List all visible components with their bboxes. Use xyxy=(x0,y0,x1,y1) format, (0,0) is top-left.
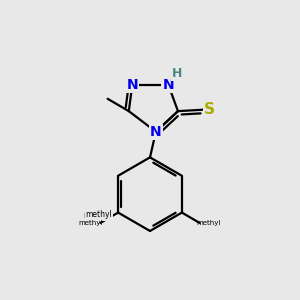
Text: N: N xyxy=(127,78,138,92)
Text: S: S xyxy=(204,102,215,117)
Text: methyl: methyl xyxy=(79,220,103,226)
Text: N: N xyxy=(150,125,162,139)
Text: methyl: methyl xyxy=(83,211,112,220)
Text: N: N xyxy=(162,78,174,92)
Text: methyl: methyl xyxy=(197,220,221,226)
Text: methyl: methyl xyxy=(85,210,112,219)
Text: H: H xyxy=(172,67,182,80)
